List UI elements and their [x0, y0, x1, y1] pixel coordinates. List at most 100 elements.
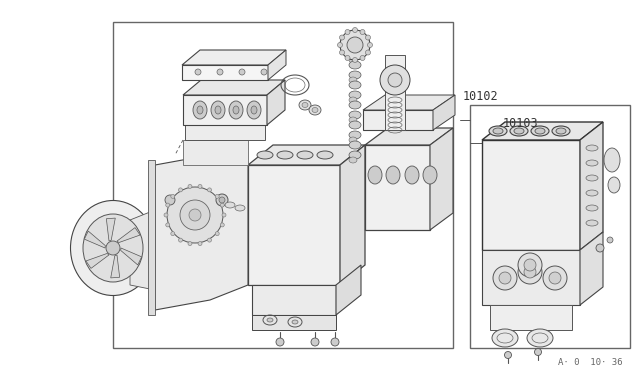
Ellipse shape: [527, 329, 553, 347]
Polygon shape: [117, 228, 140, 243]
Circle shape: [360, 29, 365, 35]
Polygon shape: [130, 210, 155, 290]
Circle shape: [499, 272, 511, 284]
Ellipse shape: [423, 166, 437, 184]
Circle shape: [180, 200, 210, 230]
Ellipse shape: [211, 101, 225, 119]
Ellipse shape: [349, 97, 357, 103]
Circle shape: [165, 195, 175, 205]
Text: 10103: 10103: [503, 117, 539, 130]
Ellipse shape: [586, 160, 598, 166]
Circle shape: [179, 238, 182, 242]
Polygon shape: [252, 315, 336, 330]
Circle shape: [518, 260, 542, 284]
Ellipse shape: [349, 151, 361, 159]
Polygon shape: [185, 125, 265, 140]
Circle shape: [215, 194, 220, 198]
Polygon shape: [490, 305, 572, 330]
Ellipse shape: [405, 166, 419, 184]
Ellipse shape: [225, 202, 235, 208]
Polygon shape: [248, 145, 365, 165]
Ellipse shape: [586, 220, 598, 226]
Polygon shape: [183, 80, 285, 95]
Polygon shape: [363, 110, 433, 130]
Bar: [470, 105, 630, 348]
Polygon shape: [385, 55, 405, 130]
Circle shape: [504, 352, 511, 359]
Ellipse shape: [233, 106, 239, 114]
Circle shape: [518, 253, 542, 277]
Circle shape: [198, 241, 202, 246]
Circle shape: [171, 232, 175, 235]
Circle shape: [596, 244, 604, 252]
Ellipse shape: [70, 201, 156, 295]
Circle shape: [222, 213, 226, 217]
Polygon shape: [336, 265, 361, 315]
Circle shape: [188, 241, 192, 246]
Ellipse shape: [349, 77, 357, 83]
Polygon shape: [111, 255, 120, 278]
Ellipse shape: [604, 148, 620, 172]
Ellipse shape: [386, 166, 400, 184]
Ellipse shape: [247, 101, 261, 119]
Ellipse shape: [608, 177, 620, 193]
Circle shape: [543, 266, 567, 290]
Polygon shape: [106, 218, 115, 241]
Circle shape: [166, 223, 170, 227]
Polygon shape: [430, 128, 453, 230]
Ellipse shape: [349, 111, 361, 119]
Circle shape: [311, 338, 319, 346]
Circle shape: [217, 69, 223, 75]
Ellipse shape: [297, 151, 313, 159]
Text: A· 0  10· 36: A· 0 10· 36: [557, 358, 622, 367]
Ellipse shape: [349, 57, 357, 63]
Polygon shape: [86, 253, 109, 268]
Polygon shape: [121, 248, 141, 265]
Polygon shape: [84, 231, 106, 248]
Polygon shape: [182, 65, 268, 80]
Circle shape: [219, 197, 225, 203]
Ellipse shape: [215, 106, 221, 114]
Ellipse shape: [531, 126, 549, 136]
Ellipse shape: [251, 106, 257, 114]
Circle shape: [345, 55, 350, 61]
Ellipse shape: [349, 117, 357, 123]
Circle shape: [347, 37, 363, 53]
Ellipse shape: [349, 71, 361, 79]
Circle shape: [339, 50, 344, 55]
Ellipse shape: [514, 128, 524, 134]
Ellipse shape: [349, 137, 357, 143]
Ellipse shape: [493, 128, 503, 134]
Circle shape: [360, 55, 365, 61]
Bar: [113, 22, 453, 348]
Ellipse shape: [368, 166, 382, 184]
Polygon shape: [482, 122, 603, 140]
Ellipse shape: [349, 61, 361, 69]
Circle shape: [339, 35, 344, 40]
Circle shape: [220, 223, 224, 227]
Ellipse shape: [197, 106, 203, 114]
Circle shape: [367, 42, 372, 48]
Circle shape: [189, 209, 201, 221]
Circle shape: [179, 188, 182, 192]
Polygon shape: [433, 95, 455, 130]
Circle shape: [167, 187, 223, 243]
Polygon shape: [183, 95, 267, 125]
Circle shape: [215, 232, 220, 235]
Circle shape: [106, 241, 120, 255]
Ellipse shape: [83, 214, 143, 282]
Ellipse shape: [349, 91, 361, 99]
Polygon shape: [482, 140, 580, 250]
Circle shape: [365, 35, 371, 40]
Circle shape: [534, 349, 541, 356]
Circle shape: [207, 238, 211, 242]
Ellipse shape: [349, 81, 361, 89]
Ellipse shape: [193, 101, 207, 119]
Circle shape: [239, 69, 245, 75]
Ellipse shape: [510, 126, 528, 136]
Circle shape: [549, 272, 561, 284]
Polygon shape: [148, 160, 155, 315]
Polygon shape: [182, 50, 286, 65]
Circle shape: [607, 237, 613, 243]
Ellipse shape: [349, 101, 361, 109]
